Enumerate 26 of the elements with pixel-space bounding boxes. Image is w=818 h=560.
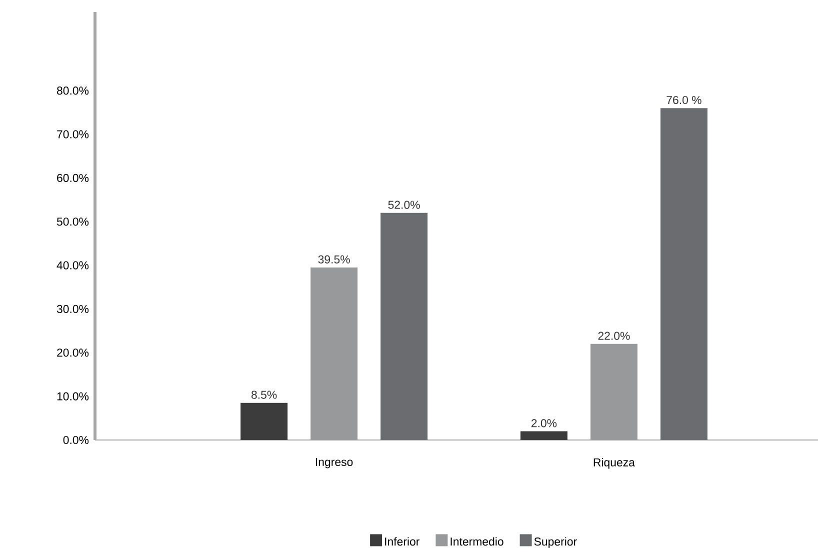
y-tick-label: 30.0% <box>56 304 89 314</box>
bar <box>380 212 428 440</box>
x-tick-label: Riqueza <box>594 458 635 469</box>
y-tick-label: 0.0% <box>63 436 89 444</box>
bar <box>240 402 288 440</box>
bar <box>520 431 568 440</box>
x-tick-label: Ingreso <box>316 458 353 468</box>
y-tick-label: 50.0% <box>56 218 89 226</box>
data-label: 52.0% <box>388 200 420 209</box>
legend-label: Inferior <box>385 537 420 546</box>
legend-label: Intermedio <box>450 537 504 546</box>
bar <box>310 267 358 440</box>
y-tick-label: 10.0% <box>57 392 89 400</box>
bar <box>590 344 638 440</box>
y-tick-label: 60.0% <box>57 174 89 182</box>
bar <box>660 108 708 440</box>
y-tick-label: 20.0% <box>57 348 89 357</box>
data-label: 2.0% <box>531 419 557 428</box>
y-tick-label: 40.0% <box>56 261 89 270</box>
data-label: 76.0 % <box>666 96 702 104</box>
data-label: 39.5% <box>318 255 350 264</box>
legend-label: Superior <box>534 537 577 548</box>
data-label: 22.0% <box>598 332 630 340</box>
y-tick-label: 80.0% <box>56 86 89 95</box>
y-tick-label: 70.0% <box>57 130 89 138</box>
data-label: 8.5% <box>251 390 277 399</box>
